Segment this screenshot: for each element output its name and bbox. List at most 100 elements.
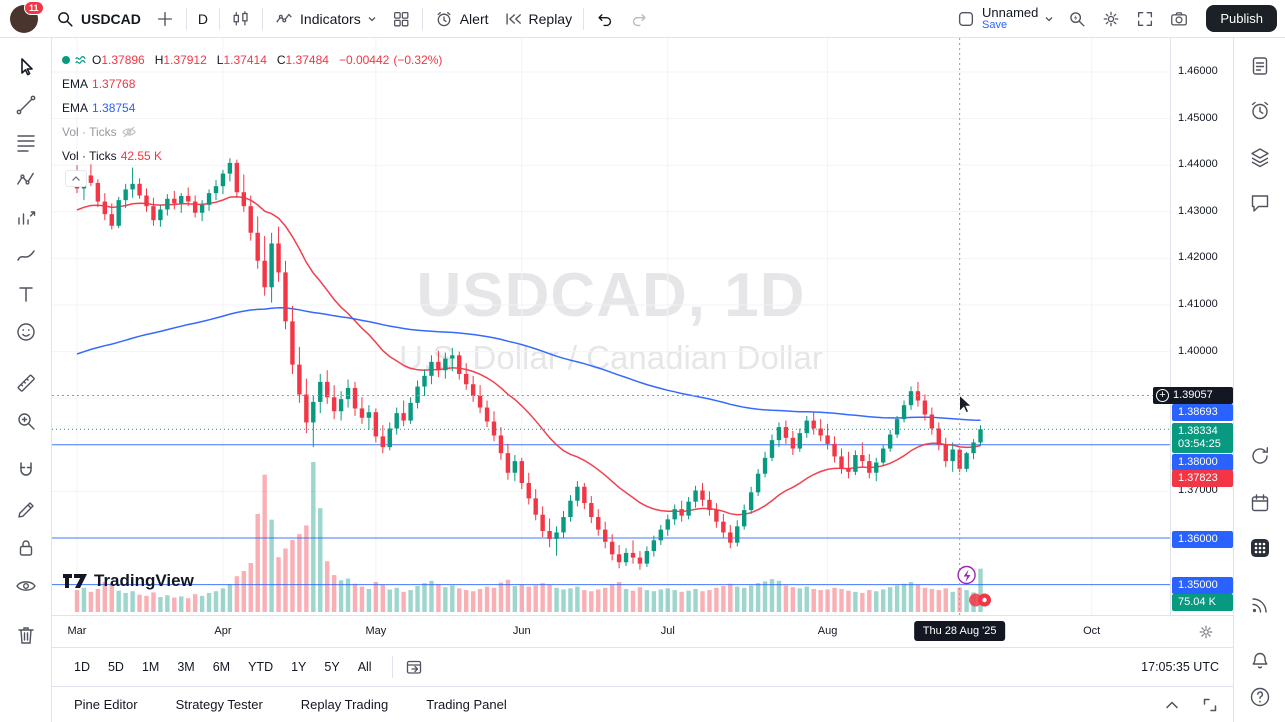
utc-clock[interactable]: 17:05:35 UTC xyxy=(1141,660,1219,674)
range-button-5Y[interactable]: 5Y xyxy=(324,660,340,674)
tradingview-logo[interactable]: TradingView xyxy=(62,571,194,591)
close-value: 1.37484 xyxy=(285,53,329,67)
snapshot-button[interactable] xyxy=(1162,5,1196,33)
cursor-tool[interactable] xyxy=(14,55,38,79)
ema-fast-value: 1.37768 xyxy=(92,77,136,91)
chart-pane[interactable]: USDCAD, 1D U.S. Dollar / Canadian Dollar… xyxy=(52,38,1170,615)
chart-column: USDCAD, 1D U.S. Dollar / Canadian Dollar… xyxy=(52,38,1233,722)
range-button-5D[interactable]: 5D xyxy=(107,660,124,674)
save-link[interactable]: Save xyxy=(981,18,1008,31)
compare-add-button[interactable] xyxy=(148,5,182,33)
range-button-6M[interactable]: 6M xyxy=(212,660,231,674)
fib-retracement-tool[interactable] xyxy=(14,131,38,155)
ema-fast-legend-row[interactable]: EMA 1.37768 xyxy=(62,72,442,96)
volume-value-badge: 75.04 K xyxy=(1172,594,1233,611)
object-tree-layers-icon[interactable] xyxy=(1248,145,1272,169)
ohlc-legend-row[interactable]: O1.37896 H1.37912 L1.37414 C1.37484 −0.0… xyxy=(62,48,442,72)
toolbar-divider xyxy=(583,7,585,30)
indicators-label: Indicators xyxy=(300,10,361,27)
fullscreen-button[interactable] xyxy=(1128,5,1162,33)
alert-button[interactable]: Alert xyxy=(427,5,496,33)
axis-settings-gear-icon[interactable] xyxy=(1198,624,1214,640)
crosshair-date-tooltip: Thu 28 Aug '25 xyxy=(913,621,1006,641)
toolbar-divider xyxy=(219,7,221,30)
brush-tool[interactable] xyxy=(14,244,38,268)
time-axis[interactable]: Thu 28 Aug '25 Mar Apr May Jun Jul Aug Oct xyxy=(52,615,1233,647)
eye-off-icon[interactable] xyxy=(121,124,137,140)
redo-icon xyxy=(632,13,646,26)
go-to-date-icon[interactable] xyxy=(405,658,423,676)
range-button-1M[interactable]: 1M xyxy=(141,660,160,674)
price-chart[interactable] xyxy=(52,38,1170,615)
emoji-tool[interactable] xyxy=(14,320,38,344)
trend-line-tool[interactable] xyxy=(14,93,38,117)
drawing-toolbar xyxy=(0,38,52,722)
chat-icon[interactable] xyxy=(1248,191,1272,215)
alert-label: Alert xyxy=(459,10,489,27)
forecast-tool[interactable] xyxy=(14,206,38,230)
add-alert-plus-icon[interactable]: + xyxy=(1156,389,1169,402)
economic-event-marker xyxy=(969,593,991,607)
watchlist-icon[interactable] xyxy=(1248,54,1272,78)
toolbar-divider xyxy=(262,7,264,30)
interval-button[interactable]: D xyxy=(191,7,215,31)
indicators-button[interactable]: Indicators xyxy=(267,5,384,33)
refresh-icon[interactable] xyxy=(1248,444,1272,468)
apps-grid-icon[interactable] xyxy=(1248,536,1272,560)
change-percent: (−0.32%) xyxy=(393,53,443,67)
text-tool[interactable] xyxy=(14,282,38,306)
range-button-YTD[interactable]: YTD xyxy=(248,660,274,674)
toolbar-divider xyxy=(421,7,423,30)
delete-tool[interactable] xyxy=(14,623,38,647)
hline-138-badge: 1.38000 xyxy=(1172,454,1233,471)
expand-panel-chevron-icon[interactable] xyxy=(1163,696,1181,714)
help-icon[interactable] xyxy=(1248,685,1272,709)
open-value: 1.37896 xyxy=(101,53,145,67)
range-button-3M[interactable]: 3M xyxy=(177,660,195,674)
zoom-in-tool[interactable] xyxy=(14,409,38,433)
undo-icon xyxy=(598,13,612,26)
layout-menu-button[interactable]: Unnamed Save xyxy=(950,4,1060,34)
bottom-tab-strategy-tester[interactable]: Strategy Tester xyxy=(175,697,263,712)
range-button-1D[interactable]: 1D xyxy=(74,660,90,674)
lightning-event-marker xyxy=(957,565,976,585)
measure-tool[interactable] xyxy=(14,371,38,395)
range-button-All[interactable]: All xyxy=(357,660,372,674)
price-axis-label-1.41000: 1.41000 xyxy=(1178,298,1218,310)
notifications-bell-icon[interactable] xyxy=(1248,649,1272,673)
bottom-tab-replay-trading[interactable]: Replay Trading xyxy=(300,697,389,712)
lock-tool[interactable] xyxy=(14,536,38,560)
volume-hidden-legend-row[interactable]: Vol · Ticks xyxy=(62,120,442,144)
undo-button[interactable] xyxy=(588,5,622,33)
legend-collapse-button[interactable] xyxy=(65,170,87,187)
quick-search-button[interactable] xyxy=(1060,5,1094,33)
settings-button[interactable] xyxy=(1094,5,1128,33)
magnet-tool[interactable] xyxy=(14,459,38,483)
indicator-templates-button[interactable] xyxy=(384,5,418,33)
draw-tool[interactable] xyxy=(14,498,38,522)
calendar-icon[interactable] xyxy=(1248,491,1272,515)
bottom-tab-trading-panel[interactable]: Trading Panel xyxy=(426,697,507,712)
ema-slow-value-badge: 1.38693 xyxy=(1172,404,1233,421)
ema-fast-label: EMA xyxy=(62,77,89,91)
maximize-panel-icon[interactable] xyxy=(1201,696,1219,714)
chart-legend: O1.37896 H1.37912 L1.37414 C1.37484 −0.0… xyxy=(62,48,442,168)
hide-drawings-tool[interactable] xyxy=(14,574,38,598)
ema-slow-legend-row[interactable]: EMA 1.38754 xyxy=(62,96,442,120)
high-label: H xyxy=(154,53,164,67)
bottom-tab-pine-editor[interactable]: Pine Editor xyxy=(74,697,138,712)
replay-button[interactable]: Replay xyxy=(496,5,580,33)
indicators-icon xyxy=(276,12,292,23)
chart-type-button[interactable] xyxy=(224,5,258,33)
volume-legend-row[interactable]: Vol · Ticks 42.55 K xyxy=(62,144,442,168)
publish-button[interactable]: Publish xyxy=(1206,5,1277,32)
broadcast-icon[interactable] xyxy=(1248,593,1272,617)
alerts-clock-icon[interactable] xyxy=(1248,99,1272,123)
price-axis[interactable]: 1.46000 1.45000 1.44000 1.43000 1.42000 1.410… xyxy=(1153,38,1233,615)
user-avatar[interactable]: 11 xyxy=(10,0,44,33)
redo-button[interactable] xyxy=(622,5,656,33)
layout-name: Unnamed xyxy=(981,4,1039,20)
pattern-tool[interactable] xyxy=(14,168,38,192)
range-button-1Y[interactable]: 1Y xyxy=(291,660,307,674)
symbol-search-button[interactable]: USDCAD xyxy=(48,5,148,33)
